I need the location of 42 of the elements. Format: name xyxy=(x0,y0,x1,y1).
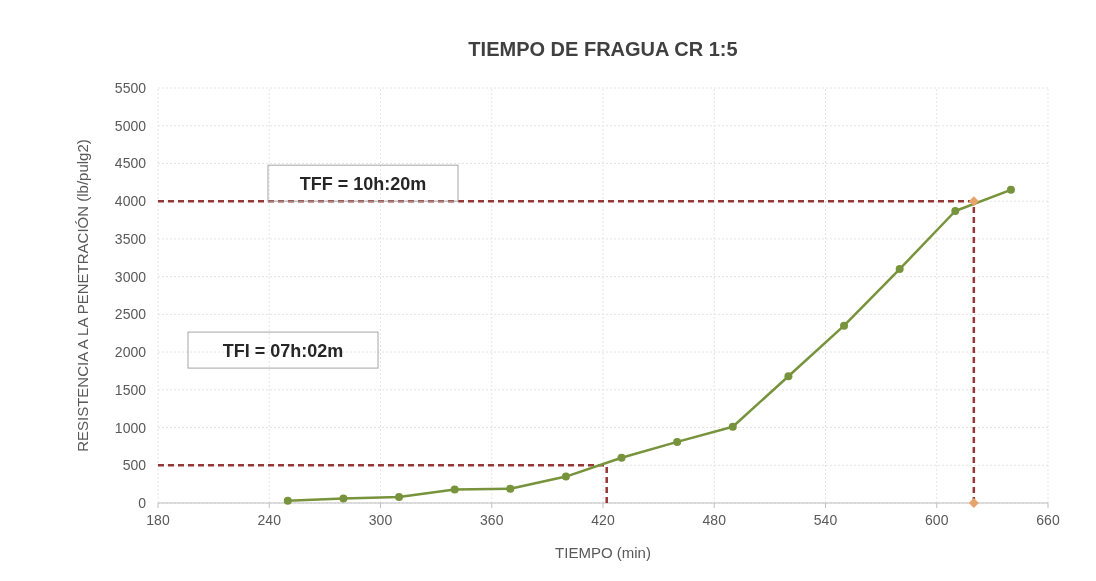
point xyxy=(506,484,515,493)
point xyxy=(617,453,626,462)
x-tick-label: 480 xyxy=(702,512,727,528)
point xyxy=(283,496,292,505)
y-tick-label: 3000 xyxy=(114,268,147,285)
x-axis-title: TIEMPO (min) xyxy=(555,544,651,561)
y-tick-label: 2000 xyxy=(114,344,147,361)
y-tick-label: 2500 xyxy=(114,306,147,323)
y-tick-label: 4500 xyxy=(114,155,147,172)
y-axis-title: RESISTENCIA A LA PENETRACIÓN (lb/pulg2) xyxy=(74,139,91,452)
x-tick-label: 180 xyxy=(146,512,170,528)
annotation: TFI = 07h:02m xyxy=(222,341,344,362)
x-tick-label: 660 xyxy=(1036,512,1060,528)
point xyxy=(1006,185,1015,194)
y-tick-label: 0 xyxy=(138,495,147,511)
annotation: TFF = 10h:20m xyxy=(299,174,427,195)
point xyxy=(840,321,849,330)
y-tick-label: 5000 xyxy=(114,117,147,134)
x-tick-label: 420 xyxy=(591,512,615,528)
point xyxy=(951,206,960,215)
point xyxy=(395,492,404,501)
y-tick-label: 4000 xyxy=(114,193,147,210)
point xyxy=(561,472,570,481)
x-tick-label: 300 xyxy=(368,512,393,528)
x-tick-label: 360 xyxy=(480,512,504,528)
point xyxy=(673,437,682,446)
y-tick-label: 1000 xyxy=(114,419,147,436)
x-tick-label: 540 xyxy=(813,512,838,528)
point xyxy=(339,494,348,503)
x-tick-label: 600 xyxy=(925,512,949,528)
y-tick-label: 5500 xyxy=(114,80,147,96)
x-tick-label: 240 xyxy=(257,512,282,528)
y-tick-label: 500 xyxy=(122,457,147,474)
point xyxy=(728,422,737,431)
point xyxy=(784,372,793,381)
point xyxy=(968,196,979,207)
y-tick-label: 1500 xyxy=(114,381,147,398)
chart-title: TIEMPO DE FRAGUA CR 1:5 xyxy=(468,38,738,60)
y-tick-label: 3500 xyxy=(114,230,147,247)
point xyxy=(968,498,979,508)
point xyxy=(450,485,459,494)
point xyxy=(895,265,904,274)
